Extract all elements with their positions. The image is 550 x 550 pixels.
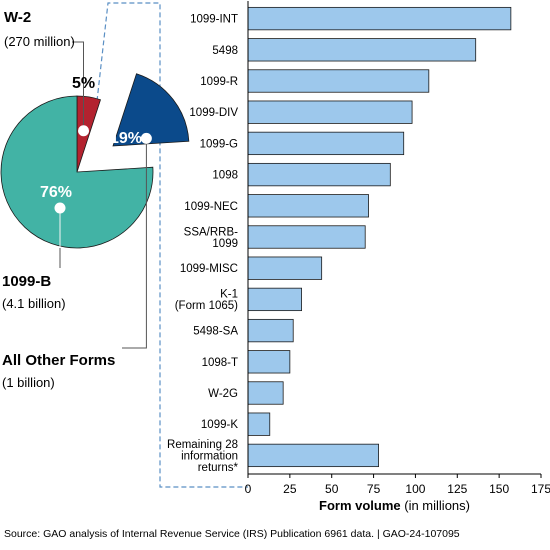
- category-label-11: 1098-T: [202, 357, 238, 369]
- category-label-2: 1099-R: [200, 76, 238, 88]
- x-tick-label-2: 50: [325, 482, 339, 496]
- pie-slice-2: [0, 95, 154, 249]
- pie-label-1: All Other Forms: [2, 352, 115, 369]
- bar-10: [247, 318, 294, 343]
- category-label-10: 5498-SA: [193, 326, 238, 338]
- pie-sublabel-2: (4.1 billion): [2, 296, 66, 311]
- x-axis: 0 25 50 75 100 125 150 175 Form volume (in milli…: [245, 1, 550, 513]
- bar-12: [247, 381, 284, 405]
- pie-pct-2: 76%: [40, 184, 72, 201]
- bar-9: [247, 287, 302, 312]
- x-tick-label-3: 75: [367, 482, 381, 496]
- category-label-8: 1099-MISC: [180, 263, 238, 275]
- pie-label-0: W-2: [4, 9, 31, 26]
- category-label-14: Remaining 28 information returns*: [167, 439, 238, 474]
- category-label-9: K-1 (Form 1065): [175, 289, 238, 313]
- category-label-4: 1099-G: [200, 138, 238, 150]
- bar-2: [247, 69, 430, 93]
- pie-sublabel-1: (1 billion): [2, 375, 55, 390]
- pie-labels: W-2 (270 million) 5% 19% All Other Forms (1 b…: [2, 9, 152, 390]
- connector-dashed-line: [96, 2, 248, 488]
- category-label-3: 1099-DIV: [189, 107, 238, 119]
- pie-pct-0: 5%: [72, 75, 95, 92]
- pie-label-2: 1099-B: [2, 273, 51, 290]
- bar-7: [247, 225, 366, 249]
- pie-pct-1: 19%: [110, 130, 142, 147]
- pie-dot-0: [78, 125, 90, 137]
- connector-lines: [96, 2, 248, 488]
- bar-3: [247, 100, 413, 124]
- bar-chart: 1099-INT 5498 1099-R 1099-DIV 1099-G 1098 1099…: [167, 6, 512, 474]
- bar-4: [247, 131, 405, 156]
- bar-1: [247, 38, 477, 62]
- bar-5: [247, 162, 391, 187]
- category-label-6: 1099-NEC: [184, 201, 238, 213]
- bar-8: [247, 256, 323, 280]
- pie-dot-1: [140, 132, 152, 144]
- pie-sublabel-0: (270 million): [4, 34, 75, 49]
- category-label-1: 5498: [212, 45, 238, 57]
- source-note: Source: GAO analysis of Internal Revenue…: [4, 528, 460, 540]
- category-label-5: 1098: [212, 170, 238, 182]
- category-label-13: 1099-K: [201, 419, 238, 431]
- x-tick-label-0: 0: [245, 482, 252, 496]
- x-axis-title: Form volume (in millions): [319, 498, 470, 513]
- bar-6: [247, 194, 369, 218]
- pie-chart: [0, 73, 190, 249]
- x-tick-label-5: 125: [447, 482, 467, 496]
- x-tick-label-1: 25: [283, 482, 297, 496]
- bar-0: [247, 6, 512, 31]
- pie-dot-2: [54, 202, 66, 214]
- x-tick-label-7: 175: [531, 482, 550, 496]
- category-label-7: SSA/RRB-1099: [184, 226, 238, 250]
- x-tick-label-6: 150: [489, 482, 509, 496]
- x-tick-label-4: 100: [405, 482, 425, 496]
- category-label-0: 1099-INT: [190, 14, 238, 26]
- bar-11: [247, 350, 291, 374]
- category-label-12: W-2G: [208, 388, 238, 400]
- bar-13: [247, 412, 271, 436]
- pie-slice-1: [112, 73, 190, 147]
- bar-14: [247, 443, 379, 468]
